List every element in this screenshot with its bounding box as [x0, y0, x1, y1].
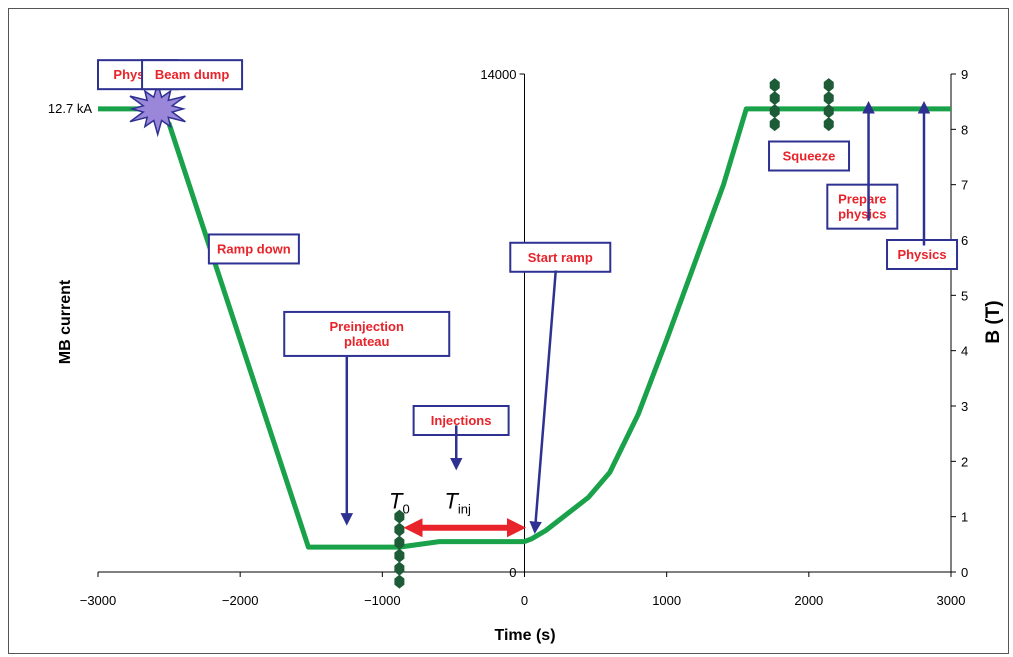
y-left-tick-label: 0 — [509, 565, 516, 580]
y-right-tick-label: 2 — [961, 454, 968, 469]
beam-dump-star-icon — [129, 80, 187, 138]
x-tick-label: −3000 — [80, 593, 117, 608]
y-right-tick-label: 9 — [961, 67, 968, 82]
annotation-label: Injections — [431, 413, 492, 428]
annotation-label: Ramp down — [217, 241, 291, 256]
marker-diamond — [823, 78, 834, 93]
annotation-box — [509, 241, 612, 273]
marker-diamond — [394, 509, 405, 524]
annotation-box — [768, 140, 851, 172]
annotation-6: Squeeze — [768, 140, 851, 172]
y-right-tick-label: 5 — [961, 288, 968, 303]
y-axis-right-title: B (T) — [983, 300, 1004, 343]
annotation-label: Beam dump — [155, 67, 229, 82]
annotation-2: Ramp down — [207, 233, 300, 265]
y-axis-left-title: MB current — [57, 279, 74, 364]
marker-diamond — [394, 535, 405, 550]
marker-diamond — [394, 561, 405, 576]
y-right-tick-label: 7 — [961, 178, 968, 193]
annotation-box — [207, 233, 300, 265]
current-label: 12.7 kA — [48, 101, 92, 116]
marker-diamond — [823, 91, 834, 106]
t0-label-sub: 0 — [403, 501, 410, 516]
tinj-label-main: T — [444, 488, 459, 513]
y-right-tick-label: 1 — [961, 510, 968, 525]
t0-label-main: T — [389, 488, 404, 513]
annotation-8: Physics — [886, 100, 959, 270]
annotation-box — [283, 310, 451, 357]
series-line — [98, 106, 951, 550]
annotation-label: physics — [838, 207, 886, 222]
marker-diamond — [394, 522, 405, 537]
y-left-tick-label: 14000 — [480, 67, 516, 82]
t0-label: T0 — [389, 488, 410, 516]
y-right-tick-label: 6 — [961, 233, 968, 248]
marker-diamond — [769, 117, 780, 132]
y-right-tick-label: 8 — [961, 122, 968, 137]
annotation-label: plateau — [344, 334, 390, 349]
x-tick-label: −1000 — [364, 593, 401, 608]
annotation-box — [886, 239, 959, 270]
tinj-label: Tinj — [444, 488, 471, 516]
annotation-label: Preinjection — [330, 319, 404, 334]
marker-diamond — [394, 574, 405, 589]
marker-diamond — [823, 117, 834, 132]
marker-diamond — [769, 91, 780, 106]
annotation-label: Squeeze — [783, 149, 836, 164]
x-tick-label: 2000 — [794, 593, 823, 608]
y-right-tick-label: 0 — [961, 565, 968, 580]
annotation-box — [826, 183, 899, 230]
y-right-tick-label: 3 — [961, 399, 968, 414]
annotation-4: Injections — [412, 405, 510, 471]
marker-diamond — [394, 548, 405, 563]
marker-diamond — [769, 104, 780, 119]
annotation-label: Physics — [897, 247, 946, 262]
annotation-arrow — [529, 270, 558, 534]
x-axis-title: Time (s) — [494, 627, 555, 644]
x-tick-label: 0 — [521, 593, 528, 608]
annotation-1: Beam dump — [141, 59, 244, 91]
tinj-label-sub: inj — [458, 501, 471, 516]
x-tick-label: −2000 — [222, 593, 259, 608]
x-tick-label: 3000 — [937, 593, 966, 608]
annotation-5: Start ramp — [509, 241, 612, 534]
marker-diamond — [823, 104, 834, 119]
x-tick-label: 1000 — [652, 593, 681, 608]
annotation-label: Start ramp — [528, 250, 593, 265]
y-right-tick-label: 4 — [961, 344, 968, 359]
annotation-box — [412, 405, 510, 436]
marker-diamond — [769, 78, 780, 93]
annotation-label: Prepare — [838, 192, 886, 207]
annotation-box — [141, 59, 244, 91]
